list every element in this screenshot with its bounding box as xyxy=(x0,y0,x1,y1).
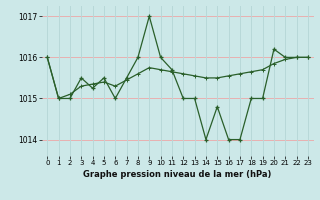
X-axis label: Graphe pression niveau de la mer (hPa): Graphe pression niveau de la mer (hPa) xyxy=(84,170,272,179)
